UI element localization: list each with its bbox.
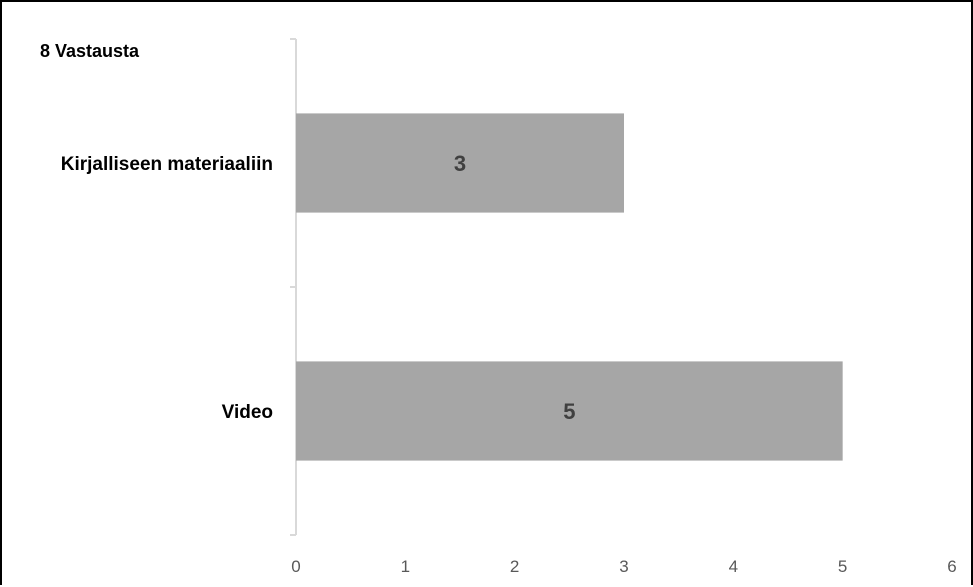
data-label: 3 (454, 151, 466, 176)
x-tick-label: 3 (619, 557, 628, 576)
category-label: Video (222, 402, 273, 423)
x-tick-label: 2 (510, 557, 519, 576)
bar (296, 113, 624, 213)
label-layer: 3 Kirjalliseen materiaaliin 5 Video (61, 151, 576, 424)
bar-layer (296, 113, 843, 461)
data-label: 5 (563, 399, 575, 424)
x-tick-label: 4 (729, 557, 738, 576)
category-label: Kirjalliseen materiaaliin (61, 154, 273, 175)
x-tick-label: 0 (291, 557, 300, 576)
bar (296, 361, 843, 461)
x-tick-label: 6 (947, 557, 956, 576)
x-tick-label: 1 (401, 557, 410, 576)
tick-layer: 0 1 2 3 4 5 6 (291, 557, 956, 576)
chart-title: 8 Vastausta (40, 41, 140, 61)
axis-layer (290, 38, 297, 536)
x-tick-label: 5 (838, 557, 847, 576)
